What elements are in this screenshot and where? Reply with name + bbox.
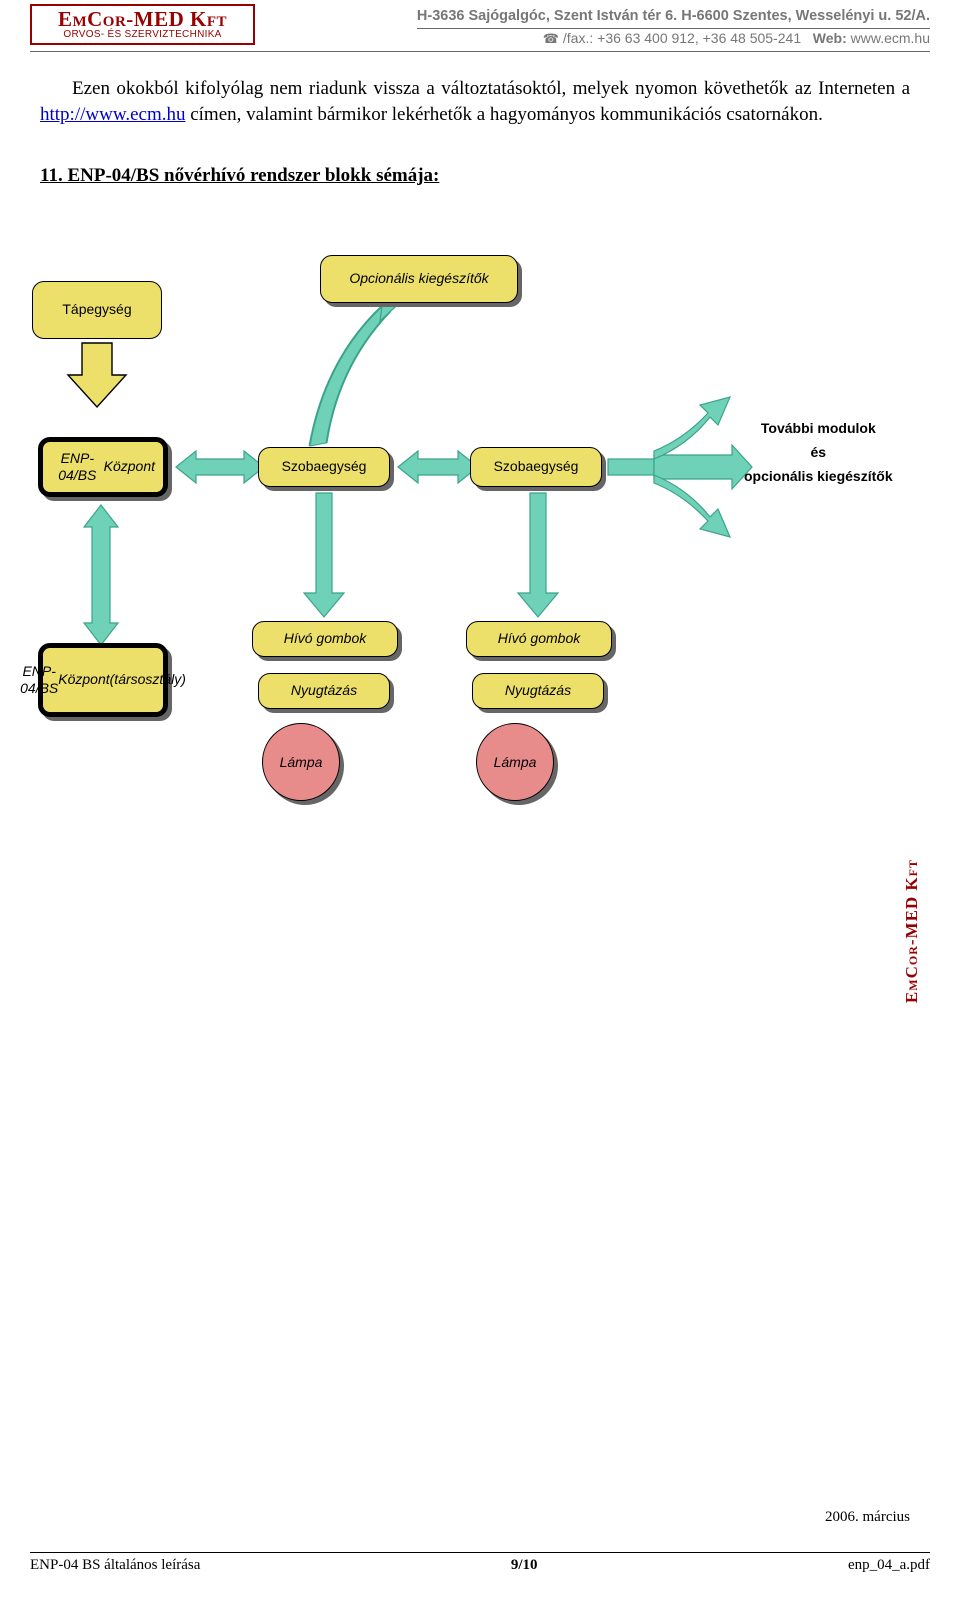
phone-numbers: +36 63 400 912, +36 48 505-241 (597, 30, 801, 46)
arrow-kozpont1-kozpont2-icon (84, 505, 118, 645)
block-diagram: Tápegység Opcionális kiegészítők ENP-04/… (30, 193, 930, 893)
node-szobaegyseg-2: Szobaegység (470, 447, 602, 487)
node-lampa-1: Lámpa (262, 723, 340, 801)
logo: EmCor-MED Kft ORVOS- ÉS SZERVIZTECHNIKA (30, 4, 255, 45)
node-hivo-gombok-2: Hívó gombok (466, 621, 612, 657)
header-top: EmCor-MED Kft ORVOS- ÉS SZERVIZTECHNIKA … (30, 4, 930, 49)
arrow-szoba2-down-icon (518, 493, 558, 617)
footer-right: enp_04_a.pdf (848, 1557, 930, 1574)
page-header: EmCor-MED Kft ORVOS- ÉS SZERVIZTECHNIKA … (0, 0, 960, 52)
web-url: www.ecm.hu (851, 30, 930, 46)
page-footer: ENP-04 BS általános leírása 9/10 enp_04_… (30, 1552, 930, 1574)
fanout-label-1: További modulok (744, 417, 893, 441)
logo-main: EmCor-MED Kft (38, 8, 247, 30)
para-before: Ezen okokból kifolyólag nem riadunk viss… (72, 78, 910, 99)
section-heading: 11. ENP-04/BS nővérhívó rendszer blokk s… (0, 137, 960, 193)
header-contact: H-3636 Sajógalgóc, Szent István tér 6. H… (417, 6, 930, 49)
fanout-label-2: és (744, 441, 893, 465)
arrow-tapegyseg-down-icon (68, 343, 126, 407)
intro-paragraph: Ezen okokból kifolyólag nem riadunk viss… (0, 52, 960, 137)
arrow-curve-opcionalis-icon (310, 291, 406, 446)
footer-center: 9/10 (511, 1557, 538, 1574)
phone-label: /fax.: (563, 30, 593, 46)
ecm-link[interactable]: http://www.ecm.hu (40, 104, 185, 125)
page: EmCor-MED Kft ORVOS- ÉS SZERVIZTECHNIKA … (0, 0, 960, 1598)
phone-icon: ☎ (543, 31, 559, 46)
para-after: címen, valamint bármikor lekérhetők a ha… (185, 104, 822, 125)
node-lampa-2: Lámpa (476, 723, 554, 801)
arrow-szoba1-szoba2-icon (398, 451, 478, 483)
header-phone-web: ☎ /fax.: +36 63 400 912, +36 48 505-241 … (417, 29, 930, 49)
node-szobaegyseg-1: Szobaegység (258, 447, 390, 487)
arrow-szoba1-down-icon (304, 493, 344, 617)
node-opcionalis: Opcionális kiegészítők (320, 255, 518, 303)
node-kozpont-1: ENP-04/BSKözpont (38, 437, 168, 497)
fanout-label-3: opcionális kiegészítők (744, 465, 893, 489)
fanout-label: További modulok és opcionális kiegészítő… (744, 417, 893, 488)
arrow-kozpont-szoba1-icon (176, 451, 264, 483)
node-hivo-gombok-1: Hívó gombok (252, 621, 398, 657)
web-label: Web: (813, 30, 847, 46)
arrow-fanout-icon (608, 397, 752, 537)
footer-left: ENP-04 BS általános leírása (30, 1557, 200, 1574)
logo-subtitle: ORVOS- ÉS SZERVIZTECHNIKA (38, 30, 247, 41)
node-tapegyseg: Tápegység (32, 281, 162, 339)
vertical-brand: EmCor-MED Kft (902, 859, 922, 1003)
node-nyugtazas-2: Nyugtázás (472, 673, 604, 709)
footer-date: 2006. március (825, 1509, 910, 1526)
node-kozpont-2: ENP-04/BSKözpont(társosztály) (38, 643, 168, 717)
node-nyugtazas-1: Nyugtázás (258, 673, 390, 709)
header-address: H-3636 Sajógalgóc, Szent István tér 6. H… (417, 6, 930, 26)
